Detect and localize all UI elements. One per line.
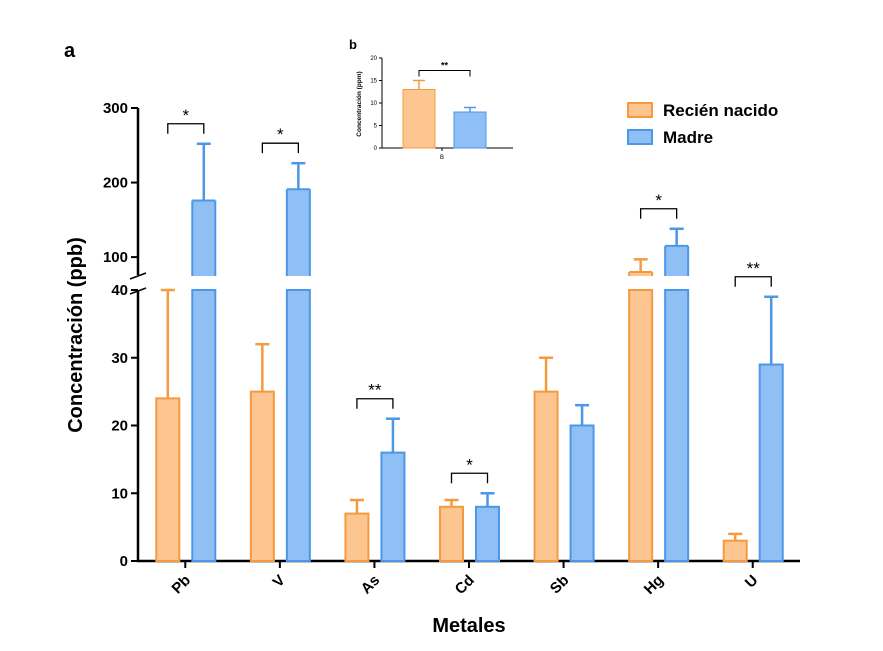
x-tick-label: Sb bbox=[547, 572, 573, 598]
y-tick-label: 30 bbox=[111, 350, 128, 367]
legend-swatch bbox=[627, 129, 653, 145]
x-tick-label: Cd bbox=[452, 572, 478, 598]
bar bbox=[249, 390, 275, 562]
bar-upper bbox=[192, 200, 216, 285]
significance-label: * bbox=[277, 125, 284, 144]
panel-a-label: a bbox=[64, 40, 76, 62]
inset-y-tick-label: 15 bbox=[370, 79, 377, 85]
inset-plot: 0 5 10 15 20 B ** bbox=[370, 56, 513, 161]
bar-upper bbox=[665, 245, 689, 285]
bar bbox=[569, 424, 595, 562]
bar bbox=[533, 390, 559, 562]
inset-significance-label: ** bbox=[441, 61, 449, 71]
significance-bracket bbox=[356, 398, 394, 409]
inset-y-tick-label: 10 bbox=[370, 101, 377, 107]
y-axis-title: Concentración (ppb) bbox=[65, 237, 87, 433]
x-tick-label: Hg bbox=[641, 572, 667, 598]
bar bbox=[664, 289, 690, 562]
inset-y-tick-label: 5 bbox=[374, 124, 378, 130]
bar-upper bbox=[286, 189, 310, 285]
bar-break-gap bbox=[627, 276, 655, 289]
significance-bracket bbox=[167, 123, 205, 134]
significance-bracket bbox=[639, 208, 678, 219]
y-tick-label: 200 bbox=[103, 175, 128, 192]
bar bbox=[722, 539, 748, 562]
legend-swatch bbox=[627, 102, 653, 118]
significance-label: ** bbox=[368, 381, 382, 400]
legend-label: Madre bbox=[663, 128, 713, 147]
significance-label: * bbox=[655, 191, 662, 210]
bar bbox=[191, 289, 217, 562]
legend: Recién nacido Madre bbox=[627, 101, 778, 147]
inset-bar bbox=[402, 89, 436, 149]
significance-label: * bbox=[466, 455, 473, 474]
bar bbox=[380, 451, 406, 563]
inset-y-axis-title: Concentración (ppm) bbox=[356, 71, 363, 136]
inset-y-tick-label: 20 bbox=[370, 56, 377, 62]
y-tick-label: 40 bbox=[111, 282, 128, 299]
bar bbox=[439, 505, 464, 562]
axis-break-mark bbox=[129, 272, 147, 280]
significance-bracket bbox=[734, 276, 772, 287]
significance-bracket bbox=[450, 472, 489, 484]
significance-label: ** bbox=[747, 259, 761, 278]
significance-bracket bbox=[261, 142, 300, 154]
y-tick-label: 0 bbox=[120, 553, 128, 570]
bar bbox=[758, 363, 784, 562]
x-axis-title: Metales bbox=[432, 615, 505, 637]
x-tick-label: Pb bbox=[169, 572, 195, 598]
bar bbox=[344, 512, 370, 563]
x-tick-label: U bbox=[742, 572, 762, 592]
inset-bar bbox=[453, 111, 487, 149]
bar bbox=[628, 289, 654, 562]
panel-b-label: b bbox=[349, 37, 357, 52]
significance-label: * bbox=[182, 106, 189, 125]
y-tick-label: 10 bbox=[111, 485, 128, 502]
bar bbox=[475, 505, 500, 562]
legend-label: Recién nacido bbox=[663, 101, 778, 120]
y-tick-label: 100 bbox=[103, 249, 128, 266]
bar-break-gap bbox=[190, 276, 218, 289]
y-tick-label: 20 bbox=[111, 418, 128, 435]
x-tick-label: As bbox=[358, 572, 384, 598]
bar bbox=[285, 289, 311, 562]
bar-break-gap bbox=[284, 276, 312, 289]
y-tick-label: 300 bbox=[103, 100, 128, 117]
bar bbox=[155, 397, 181, 562]
inset-significance-bracket bbox=[418, 70, 471, 77]
bar-break-gap bbox=[663, 276, 691, 289]
x-tick-label: V bbox=[270, 572, 289, 591]
inset-y-tick-label: 0 bbox=[374, 146, 378, 152]
inset-x-tick-label: B bbox=[440, 155, 444, 161]
